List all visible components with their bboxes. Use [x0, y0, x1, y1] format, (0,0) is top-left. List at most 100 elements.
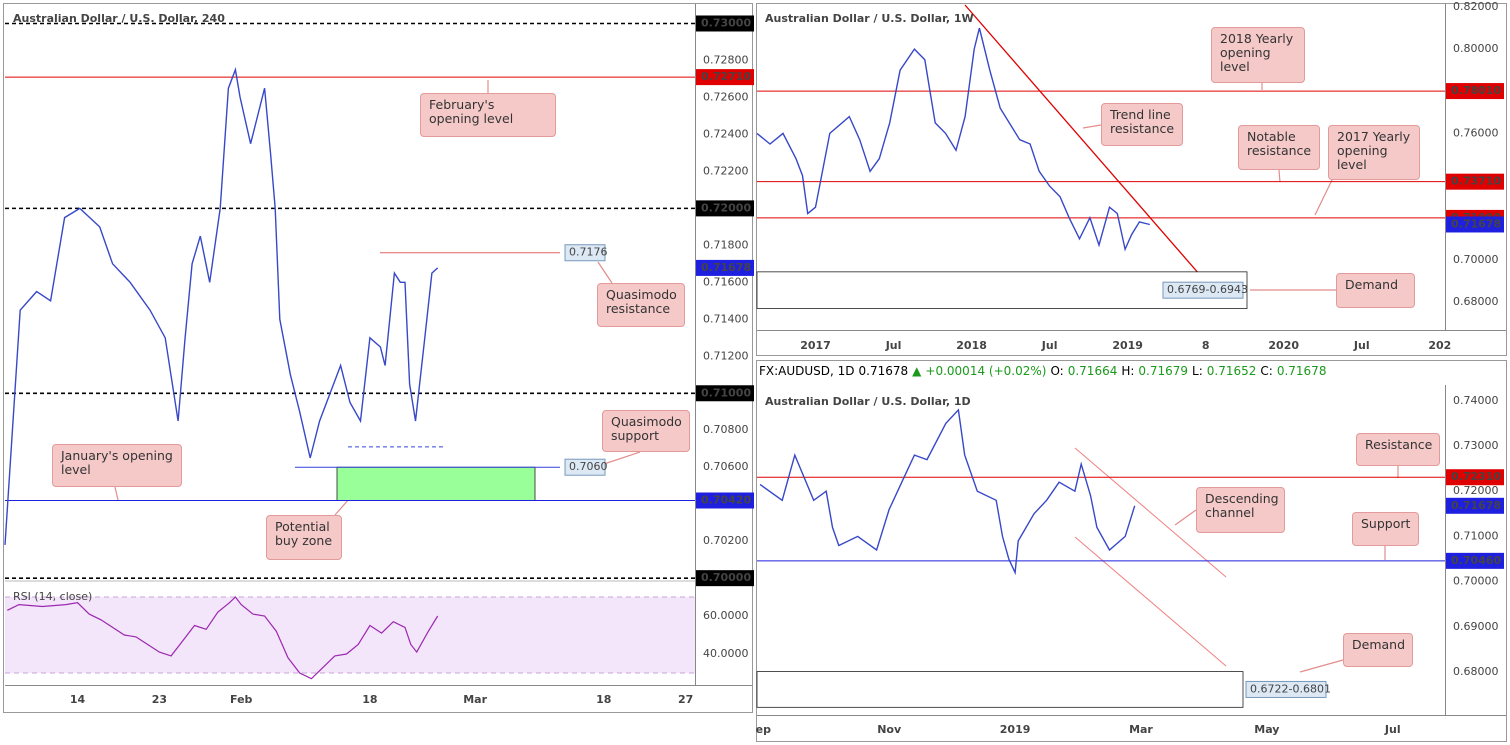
low-label: L:	[1192, 364, 1203, 378]
high: 0.71679	[1138, 364, 1189, 378]
y-tick-label: 0.71200	[703, 349, 749, 362]
arrow	[597, 261, 613, 284]
y-tick-label: 0.80000	[1453, 42, 1499, 55]
arrow	[1082, 124, 1102, 129]
rsi-label: RSI (14, close)	[13, 590, 92, 603]
rsi-tick-label: 60.0000	[703, 609, 749, 622]
level-label: 0.73710	[1451, 175, 1501, 188]
y-tick-label: 0.72000	[1453, 484, 1499, 497]
price-line	[759, 408, 1136, 576]
x-tick-label: 2020	[1268, 339, 1299, 352]
annotation: Demand	[1336, 273, 1415, 308]
level-label: 0.71000	[701, 386, 751, 399]
level-label-bg	[696, 385, 754, 402]
daily-frame	[756, 360, 1507, 742]
level-label-bg	[1446, 83, 1504, 100]
annotation: January's opening level	[52, 444, 182, 487]
arrow	[1278, 169, 1281, 183]
annotation: Quasimodo resistance	[597, 283, 685, 327]
marker-label: 0.7176	[569, 246, 608, 259]
x-tick-label: 2018	[956, 339, 987, 352]
trend-line	[964, 4, 1221, 299]
y-tick-label: 0.68000	[1453, 665, 1499, 678]
y-tick-label: 0.70600	[703, 460, 749, 473]
level-label-bg	[1446, 173, 1504, 190]
high-label: H:	[1121, 364, 1135, 378]
x-tick-label: 2019	[1112, 339, 1143, 352]
chart-title: Australian Dollar / U.S. Dollar, 240	[13, 12, 225, 25]
annotation: Trend line resistance	[1101, 103, 1183, 146]
y-tick-label: 0.71600	[703, 275, 749, 288]
x-tick-label: 8	[1202, 339, 1210, 352]
level-label: 0.78010	[1451, 84, 1501, 97]
x-tick-label: 18	[596, 693, 611, 706]
arrows	[114, 80, 1399, 673]
level-label-bg	[1446, 216, 1504, 233]
open: 0.71664	[1067, 364, 1118, 378]
annotation: Resistance	[1356, 433, 1440, 466]
up-arrow: ▲	[912, 364, 922, 378]
y-tick-label: 0.72600	[703, 90, 749, 103]
arrow	[1299, 659, 1344, 673]
arrow	[1174, 509, 1197, 526]
annotation: February's opening level	[420, 93, 556, 137]
zone-label: 0.6722-0.6801	[1250, 682, 1331, 695]
chart-title: Australian Dollar / U.S. Dollar, 1D	[765, 395, 971, 408]
annotation: Demand	[1343, 633, 1413, 667]
y-tick-label: 0.71400	[703, 312, 749, 325]
rsi-line	[7, 596, 439, 680]
x-tick-label: Jul	[885, 339, 902, 352]
marker-label-bg	[564, 244, 606, 262]
level-label-bg	[696, 492, 754, 509]
level-label-bg	[1446, 552, 1504, 569]
channel-line	[1074, 447, 1227, 578]
low: 0.71652	[1206, 364, 1257, 378]
x-tick-label: Mar	[1129, 723, 1153, 736]
price-line	[4, 67, 439, 545]
level-label: 0.71678	[701, 261, 751, 274]
annotation: Notable resistance	[1238, 125, 1320, 170]
zone-label-bg	[1245, 680, 1327, 698]
y-tick-label: 0.72400	[703, 127, 749, 140]
level-label: 0.70000	[701, 571, 751, 584]
x-tick-label: Jul	[1041, 339, 1058, 352]
y-tick-label: 0.71000	[1453, 529, 1499, 542]
last-price: 0.71678	[858, 364, 909, 378]
level-label: 0.72310	[1451, 470, 1501, 483]
rsi-band	[5, 596, 695, 674]
y-tick-label: 0.76000	[1453, 126, 1499, 139]
level-label: 0.71678	[1451, 499, 1501, 512]
level-label-bg	[1446, 497, 1504, 514]
marker-label: 0.7060	[569, 460, 608, 473]
open-label: O:	[1050, 364, 1064, 378]
level-label-bg	[696, 570, 754, 587]
y-tick-label: 0.70000	[1453, 575, 1499, 588]
y-tick-label: 0.82000	[1453, 0, 1499, 13]
x-tick-label: ep	[756, 723, 771, 736]
level-label: 0.70460	[1451, 554, 1501, 567]
symbol: FX:AUDUSD, 1D	[759, 364, 855, 378]
y-tick-label: 0.69000	[1453, 620, 1499, 633]
annotation: Quasimodo support	[602, 410, 690, 452]
level-label: 0.71678	[1451, 217, 1501, 230]
zone	[756, 671, 1244, 708]
chart-title: Australian Dollar / U.S. Dollar, 1W	[765, 12, 974, 25]
y-tick-label: 0.70800	[703, 423, 749, 436]
level-label-bg	[696, 15, 754, 32]
channel-line	[1074, 536, 1227, 667]
y-tick-label: 0.72200	[703, 164, 749, 177]
level-label: 0.72710	[701, 70, 751, 83]
change: +0.00014 (+0.02%)	[925, 364, 1047, 378]
arrow	[114, 486, 119, 501]
level-label-bg	[1446, 469, 1504, 486]
level-label: 0.70420	[701, 493, 751, 506]
y-tick-label: 0.74000	[1453, 394, 1499, 407]
left-frame	[3, 3, 753, 713]
x-tick-label: Nov	[877, 723, 902, 736]
annotation: Support	[1352, 512, 1419, 546]
annotation: Descending channel	[1196, 487, 1285, 533]
x-tick-label: Feb	[230, 693, 253, 706]
x-tick-label: Jul	[1384, 723, 1401, 736]
